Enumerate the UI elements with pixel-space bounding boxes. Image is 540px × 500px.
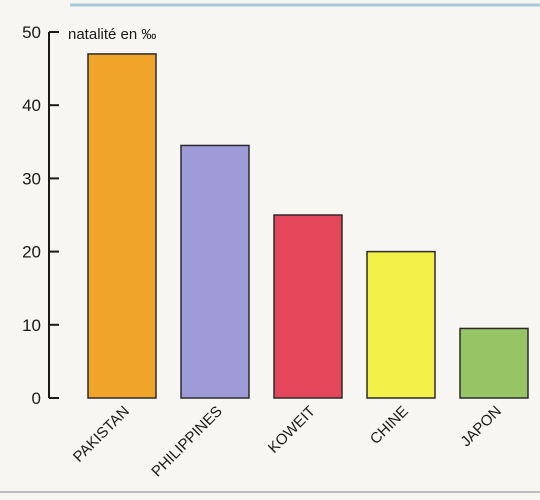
y-tick-label: 0 xyxy=(32,389,41,408)
bar-pakistan xyxy=(87,53,157,399)
bar-philippines xyxy=(180,144,250,399)
bar-japon xyxy=(459,327,529,399)
y-tick-label: 40 xyxy=(22,96,41,115)
y-tick-label: 10 xyxy=(22,316,41,335)
bar-koweit xyxy=(273,214,343,399)
y-tick-label: 30 xyxy=(22,169,41,188)
category-labels: PAKISTAN PHILIPPINES KOWEIT CHINE JAPON xyxy=(70,403,505,480)
category-label-japon: JAPON xyxy=(457,403,504,450)
y-tick-label: 20 xyxy=(22,243,41,262)
y-axis: 0 10 20 30 40 50 xyxy=(22,23,59,408)
category-label-philippines: PHILIPPINES xyxy=(148,403,225,480)
bars xyxy=(87,53,529,399)
category-label-chine: CHINE xyxy=(367,403,412,448)
y-axis-title: natalité en ‰ xyxy=(68,26,156,43)
y-tick-label: 50 xyxy=(22,23,41,42)
category-label-koweit: KOWEIT xyxy=(265,403,319,457)
bar-chine xyxy=(366,250,436,399)
category-label-pakistan: PAKISTAN xyxy=(70,403,133,466)
